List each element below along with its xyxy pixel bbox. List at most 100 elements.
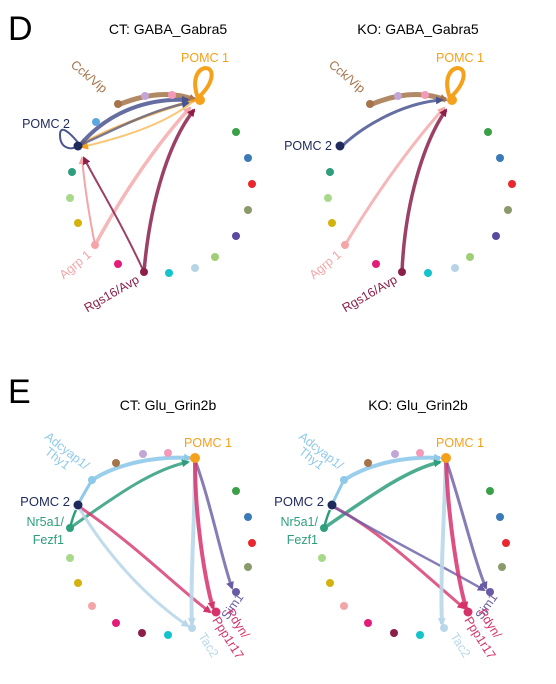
ring-node xyxy=(74,579,82,587)
ring-node xyxy=(244,563,252,571)
chart-title: KO: GABA_Gabra5 xyxy=(357,21,479,37)
node-pomc1 xyxy=(195,95,205,105)
edge-pomc1-self xyxy=(445,65,466,99)
node-rgs16-avp xyxy=(398,268,406,276)
ring-nodes xyxy=(66,91,256,277)
edge-pomc2-to-tac2 xyxy=(76,505,190,628)
ring-node xyxy=(328,219,336,227)
edge-pomc2-to-pdyn xyxy=(77,504,212,614)
ring-node xyxy=(390,629,398,637)
label-fezf1: Fezf1 xyxy=(33,533,64,547)
ring-node xyxy=(421,91,429,99)
ring-node xyxy=(324,194,332,202)
ring-node xyxy=(508,180,516,188)
label-pomc2: POMC 2 xyxy=(284,139,332,153)
label-rgs16-avp: Rgs16/Avp xyxy=(340,272,400,315)
ring-node xyxy=(244,154,252,162)
ring-node xyxy=(232,487,240,495)
ring-nodes xyxy=(324,91,516,277)
ring-node xyxy=(138,629,146,637)
ring-node xyxy=(364,619,372,627)
edge-rgs16-to-pomc1 xyxy=(142,108,196,273)
ring-node xyxy=(191,264,199,272)
node-adcyap1-thy1 xyxy=(340,476,348,484)
chart-title: CT: GABA_Gabra5 xyxy=(109,21,227,37)
chart-ko-gaba-gabra5: KO: GABA_Gabra5 xyxy=(284,21,516,315)
ring-node xyxy=(211,253,219,261)
ring-node xyxy=(326,168,334,176)
ring-nodes xyxy=(66,449,256,639)
ring-node xyxy=(424,269,432,277)
node-nr5a1-fezf1 xyxy=(320,524,328,532)
label-agrp1: Agrp 1 xyxy=(57,248,94,282)
ring-node xyxy=(164,449,172,457)
ring-node xyxy=(502,539,510,547)
chart-title: CT: Glu_Grin2b xyxy=(120,397,217,413)
ring-node xyxy=(244,206,252,214)
ring-node xyxy=(504,206,512,214)
chart-ct-gaba-gabra5: CT: GABA_Gabra5 xyxy=(22,21,256,315)
ring-node xyxy=(66,194,74,202)
label-pomc2: POMC 2 xyxy=(274,494,324,509)
label-cck-vip: Cck/Vip xyxy=(326,58,368,96)
label-tac2: Tac2 xyxy=(195,630,221,660)
node-adcyap1-thy1 xyxy=(88,476,96,484)
chart-title: KO: Glu_Grin2b xyxy=(368,397,468,413)
ring-node xyxy=(232,128,240,136)
node-pomc2 xyxy=(335,141,345,151)
node-pomc1 xyxy=(190,453,200,463)
ring-node xyxy=(68,168,76,176)
ring-node xyxy=(248,180,256,188)
label-pomc2: POMC 2 xyxy=(20,494,70,509)
node-pdyn-ppp1r17 xyxy=(463,607,473,617)
label-pomc1: POMC 1 xyxy=(436,51,484,65)
edge-adcyap-to-pomc1 xyxy=(342,453,442,482)
chart-ko-glu-grin2b: KO: Glu_Grin2b xyxy=(274,397,510,662)
label-pomc1: POMC 1 xyxy=(181,51,229,65)
ring-nodes xyxy=(318,449,510,639)
ring-node xyxy=(164,631,172,639)
ring-node xyxy=(244,513,252,521)
edge-pomc2-to-pomc1-b xyxy=(79,100,190,147)
ring-node xyxy=(318,554,326,562)
edge-pomc2-to-pomc1 xyxy=(78,95,190,147)
node-pomc2 xyxy=(327,500,337,510)
panel-letter-e: E xyxy=(8,373,31,411)
edge-pomc1-to-pdyn xyxy=(193,459,216,610)
node-tac2 xyxy=(188,624,196,632)
node-cck-vip xyxy=(114,100,122,108)
label-nr5a1: Nr5a1/ xyxy=(26,515,64,529)
ring-node xyxy=(484,128,492,136)
node-pdyn-ppp1r17 xyxy=(211,607,221,617)
ring-node xyxy=(486,487,494,495)
chart-ct-glu-grin2b: CT: Glu_Grin2b xyxy=(20,397,256,662)
node-cck-vip xyxy=(366,100,374,108)
ring-node xyxy=(232,232,240,240)
node-pomc1 xyxy=(441,453,451,463)
label-tac2: Tac2 xyxy=(447,630,473,660)
node-nr5a1-fezf1 xyxy=(66,524,74,532)
node-sim1 xyxy=(486,588,494,596)
ring-node xyxy=(340,602,348,610)
ring-node xyxy=(498,563,506,571)
edge-nr5a1-to-pomc1 xyxy=(323,459,442,530)
ring-node xyxy=(141,92,149,100)
ring-node xyxy=(165,269,173,277)
ring-node xyxy=(92,118,100,126)
ring-node xyxy=(492,232,500,240)
node-sim1 xyxy=(232,588,240,596)
ring-node xyxy=(88,602,96,610)
ring-node xyxy=(326,579,334,587)
edge-agrp-to-pomc2 xyxy=(78,156,96,246)
node-pomc2 xyxy=(73,141,83,151)
node-tac2 xyxy=(440,624,448,632)
label-pomc2: POMC 2 xyxy=(22,117,70,131)
panel-e: E CT: Glu_Grin2b xyxy=(8,373,510,662)
edge-agrp-to-pomc1 xyxy=(93,106,192,246)
ring-node xyxy=(416,631,424,639)
node-pomc2 xyxy=(73,500,83,510)
node-pomc1 xyxy=(447,95,457,105)
edge-pomc1-to-sim1 xyxy=(193,459,234,590)
panel-letter-d: D xyxy=(8,10,33,48)
ring-node xyxy=(466,253,474,261)
